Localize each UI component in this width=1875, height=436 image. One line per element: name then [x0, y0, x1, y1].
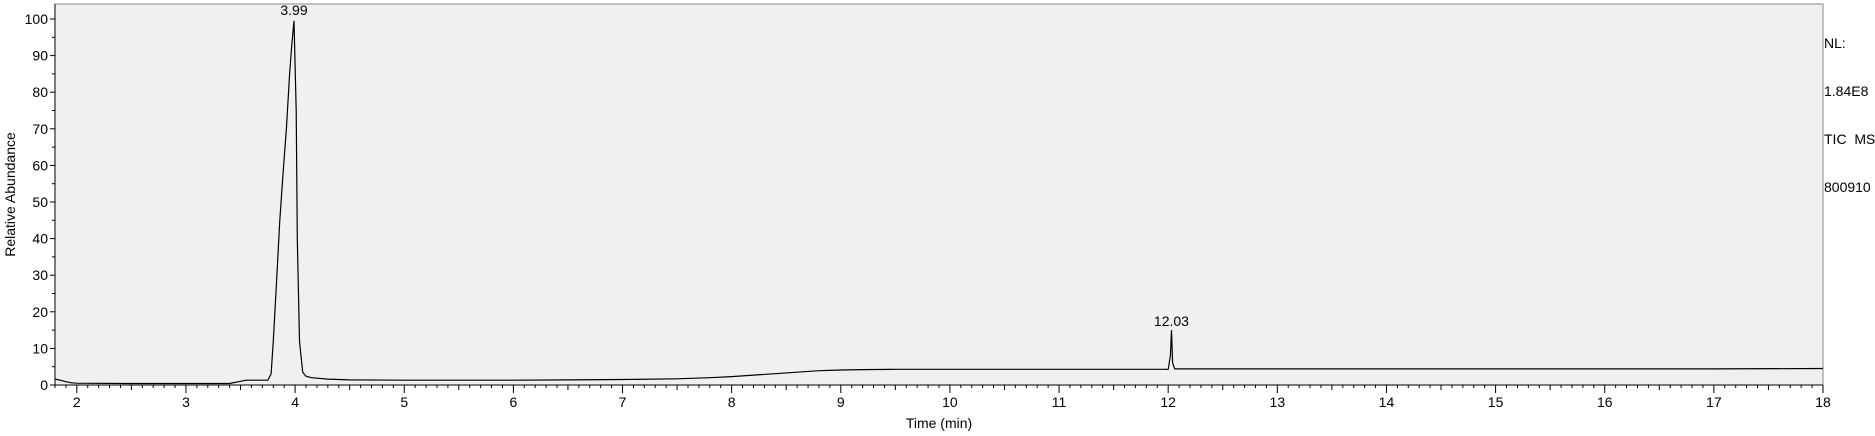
y-tick-label: 0	[40, 377, 48, 393]
plot-area	[54, 3, 1824, 386]
y-tick-label: 50	[32, 194, 48, 210]
info-panel: NL: 1.84E8 TIC MS 800910	[1824, 3, 1875, 211]
x-tick-label: 10	[942, 394, 958, 410]
x-tick-label: 11	[1052, 394, 1067, 410]
y-tick-label: 30	[32, 267, 48, 283]
y-axis-title: Relative Abundance	[2, 132, 18, 257]
y-tick-label: 60	[32, 157, 48, 173]
x-tick-label: 2	[73, 394, 81, 410]
x-tick-label: 16	[1597, 394, 1613, 410]
y-tick-label: 90	[32, 48, 48, 64]
x-axis: 2 3 4 5 6 7 8 9 10 11 12 13 14 15 16 17 18	[54, 384, 1831, 410]
y-tick-label: 100	[25, 11, 49, 27]
x-tick-label: 12	[1160, 394, 1176, 410]
x-tick-label: 17	[1706, 394, 1722, 410]
sample-id: 800910	[1824, 179, 1871, 195]
y-tick-label: 10	[32, 340, 48, 356]
y-tick-label: 70	[32, 121, 48, 137]
x-tick-label: 14	[1379, 394, 1395, 410]
x-axis-title: Time (min)	[906, 415, 972, 431]
y-tick-label: 40	[32, 231, 48, 247]
x-tick-label: 3	[182, 394, 190, 410]
peak-label: 12.03	[1154, 313, 1189, 329]
x-tick-label: 9	[837, 394, 845, 410]
x-tick-label: 7	[619, 394, 627, 410]
y-axis: 0 10 20 30 40 50 60 70 80 90 100	[25, 4, 56, 393]
x-tick-label: 5	[400, 394, 408, 410]
x-tick-label: 13	[1270, 394, 1286, 410]
x-tick-label: 6	[509, 394, 517, 410]
y-tick-label: 80	[32, 84, 48, 100]
x-tick-label: 15	[1488, 394, 1504, 410]
x-tick-label: 4	[291, 394, 299, 410]
normalization-label: NL:	[1824, 35, 1846, 51]
tic-trace-line	[54, 20, 1824, 385]
scan-type: TIC MS	[1824, 131, 1875, 147]
x-tick-label: 8	[728, 394, 736, 410]
peak-label: 3.99	[280, 2, 307, 18]
normalization-value: 1.84E8	[1824, 83, 1869, 99]
x-tick-label: 18	[1815, 394, 1831, 410]
y-tick-label: 20	[32, 304, 48, 320]
peak-annotations: 3.99 12.03	[280, 2, 1189, 329]
